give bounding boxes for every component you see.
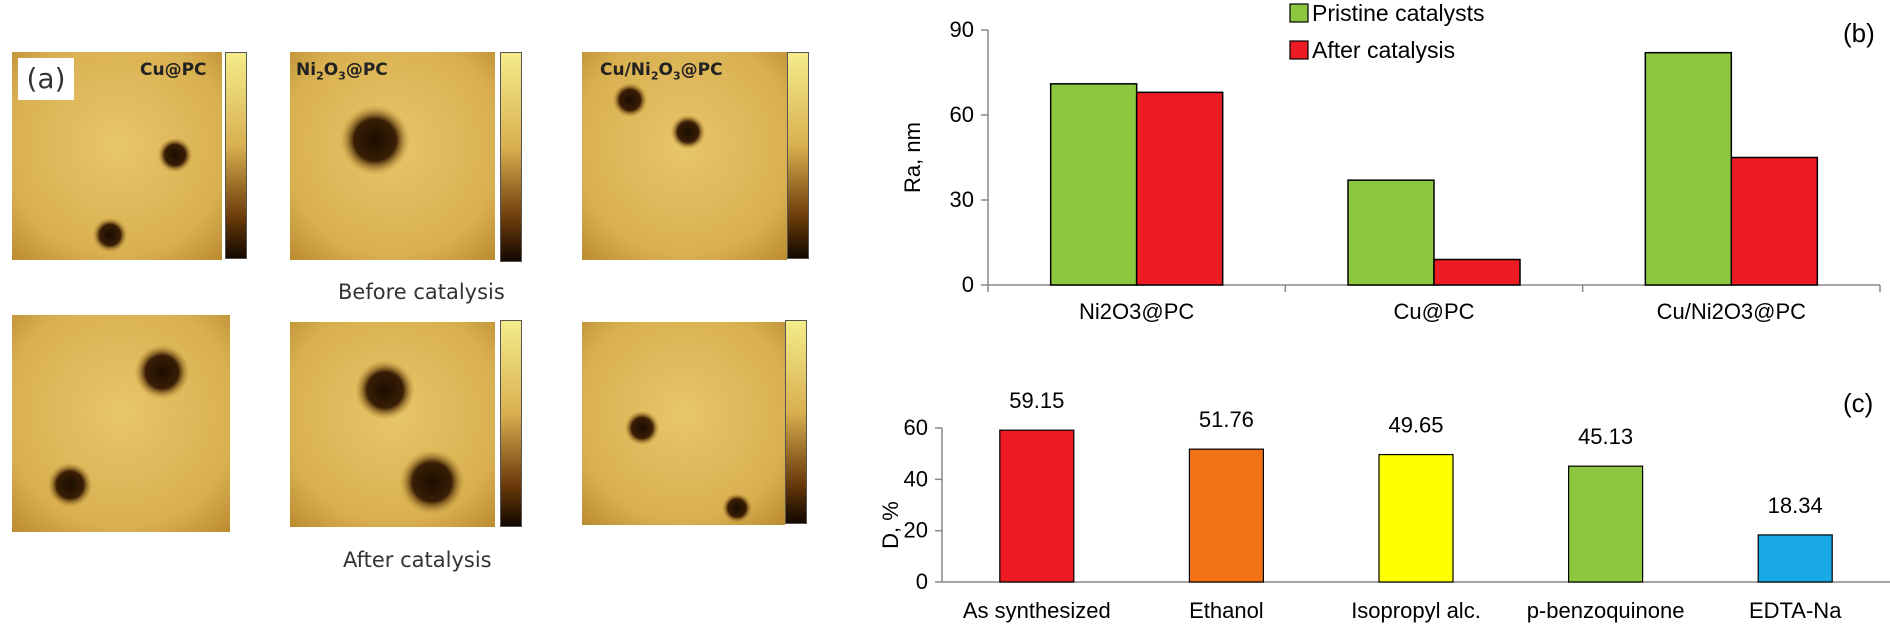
afm-image	[12, 315, 230, 532]
x-tick-label-b: Cu@PC	[1393, 299, 1474, 324]
data-label-c: 45.13	[1578, 424, 1633, 449]
afm-pore	[92, 217, 128, 253]
afm-label-ni2o3: Ni2O3@PC	[296, 60, 388, 83]
legend-swatch	[1289, 40, 1309, 60]
bar-c	[1378, 453, 1454, 583]
data-label-c: 51.76	[1199, 407, 1254, 432]
bar-b	[1049, 83, 1138, 286]
afm-pore	[670, 114, 706, 150]
bar-b	[1135, 91, 1224, 286]
bar-c	[1188, 448, 1265, 583]
y-tick-label-c: 0	[916, 569, 928, 594]
afm-pore	[612, 82, 648, 118]
afm-image	[290, 52, 495, 260]
afm-colorscale	[787, 52, 809, 259]
afm-pore	[355, 360, 415, 420]
afm-panel: (a) Before catalysis After catalysis Cu@…	[0, 0, 900, 629]
panel-b-label: (b)	[1843, 18, 1875, 48]
y-tick-label-b: 0	[962, 272, 974, 297]
before-catalysis-caption: Before catalysis	[338, 280, 505, 304]
afm-pore	[340, 105, 410, 175]
legend-label: After catalysis	[1312, 37, 1455, 63]
afm-label-cu-ni2o3: Cu/Ni2O3@PC	[600, 60, 723, 83]
afm-pore	[134, 344, 190, 400]
x-tick-label-c: As synthesized	[963, 598, 1111, 623]
data-label-c: 18.34	[1768, 493, 1823, 518]
y-axis-label-c: D, %	[878, 501, 903, 549]
bar-c	[1757, 534, 1833, 583]
panel-c-label: (c)	[1843, 388, 1873, 418]
bar-b	[1730, 156, 1819, 286]
afm-pore	[47, 462, 93, 508]
y-tick-label-c: 20	[904, 518, 928, 543]
x-tick-label-b: Ni2O3@PC	[1079, 299, 1194, 324]
panel-a-label: (a)	[18, 58, 74, 100]
bar-b	[1644, 51, 1733, 286]
x-tick-label-c: p-benzoquinone	[1527, 598, 1685, 623]
x-tick-label-c: Isopropyl alc.	[1351, 598, 1481, 623]
afm-colorscale	[500, 52, 522, 262]
legend-swatch	[1289, 3, 1309, 23]
y-tick-label-b: 60	[950, 102, 974, 127]
afm-pore	[399, 449, 465, 515]
y-tick-label-c: 40	[904, 466, 928, 491]
bar-b	[1433, 258, 1521, 286]
afm-pore	[624, 410, 660, 446]
afm-image	[582, 52, 787, 260]
afm-image	[290, 322, 495, 527]
afm-colorscale	[500, 320, 522, 527]
y-axis-label-b: Ra, nm	[900, 122, 925, 193]
legend-label: Pristine catalysts	[1312, 0, 1485, 26]
data-label-c: 49.65	[1388, 413, 1443, 438]
y-tick-label-c: 60	[904, 415, 928, 440]
afm-pore	[157, 137, 193, 173]
afm-colorscale	[225, 52, 247, 259]
x-tick-label-c: Ethanol	[1189, 598, 1264, 623]
data-label-c: 59.15	[1009, 388, 1064, 413]
afm-image	[582, 322, 785, 525]
y-tick-label-b: 30	[950, 187, 974, 212]
x-tick-label-b: Cu/Ni2O3@PC	[1657, 299, 1807, 324]
y-tick-label-b: 90	[950, 17, 974, 42]
afm-colorscale	[785, 320, 807, 524]
afm-label-cu: Cu@PC	[140, 60, 207, 80]
bar-c	[999, 429, 1075, 583]
bar-c	[1567, 465, 1644, 583]
after-catalysis-caption: After catalysis	[343, 548, 492, 572]
x-tick-label-c: EDTA-Na	[1749, 598, 1842, 623]
bar-b	[1347, 179, 1435, 286]
afm-pore	[722, 493, 752, 523]
